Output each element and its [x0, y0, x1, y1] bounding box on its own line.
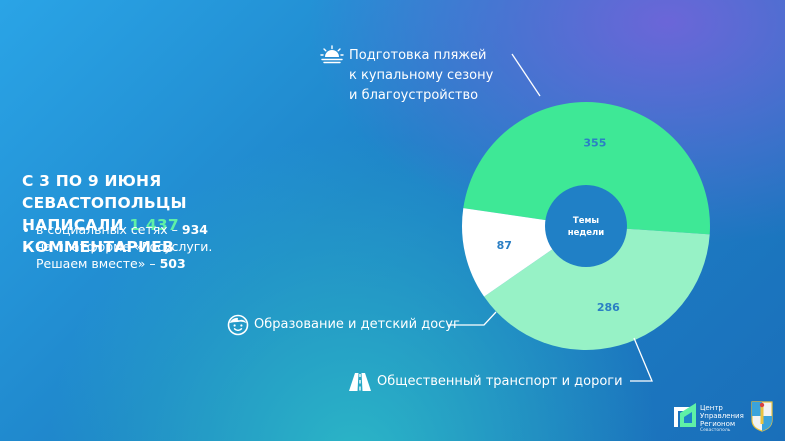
- chart-center-hole: [545, 185, 627, 267]
- source-breakdown-list: в социальных сетях – 934 на платформе «Г…: [22, 221, 292, 272]
- category-label-beaches: Подготовка пляжей к купальному сезону и …: [349, 46, 493, 106]
- chart-leader-lines: [448, 53, 653, 382]
- category-label-transport: Общественный транспорт и дороги: [377, 374, 623, 389]
- leader-line-education: [448, 311, 497, 326]
- list-item-social-value: 934: [181, 222, 208, 237]
- leader-line-beaches: [511, 53, 541, 97]
- category-label-beaches-line-3: и благоустройство: [349, 88, 479, 103]
- list-item-gosuslugi-line-1: на платформе «Госуслуги.: [36, 239, 213, 254]
- list-item-gosuslugi-line-2: Решаем вместе» –: [36, 256, 160, 271]
- child-face-icon: [227, 314, 249, 336]
- headline-line-2: НАПИСАЛИ 1 437 КОММЕНТАРИЕВ: [22, 214, 322, 258]
- leader-line-transport: [630, 337, 653, 382]
- headline-line-2-prefix: НАПИСАЛИ: [22, 216, 130, 234]
- category-label-beaches-line-2: к купальному сезону: [349, 68, 494, 83]
- center-label-line-2: недели: [568, 228, 604, 238]
- headline-line-2-suffix: КОММЕНТАРИЕВ: [22, 238, 174, 256]
- logo-line-1: Центр: [700, 404, 723, 412]
- logo-line-4: Севастополь: [700, 428, 731, 433]
- logo-line-2: Управления: [700, 412, 744, 420]
- value-label-transport: 286: [597, 301, 620, 314]
- chart-value-labels: 355 286 87: [497, 136, 621, 313]
- slice-beaches: [463, 102, 710, 235]
- slice-transport: [484, 226, 710, 350]
- value-label-beaches: 355: [583, 136, 606, 149]
- sevastopol-coat-of-arms-icon: [751, 401, 773, 432]
- sun-over-water-icon: [320, 45, 344, 64]
- logo-line-3: Регионом: [700, 420, 736, 428]
- headline: С 3 ПО 9 ИЮНЯ СЕВАСТОПОЛЬЦЫ НАПИСАЛИ 1 4…: [22, 170, 322, 258]
- category-label-beaches-line-1: Подготовка пляжей: [349, 48, 487, 63]
- road-icon: [349, 373, 371, 391]
- list-item-social: в социальных сетях – 934: [22, 221, 292, 238]
- category-label-education: Образование и детский досуг: [254, 317, 460, 332]
- list-item-gosuslugi-value: 503: [159, 256, 186, 271]
- center-region-logo-icon: [674, 403, 696, 427]
- list-item-social-text: в социальных сетях –: [36, 222, 182, 237]
- list-item-gosuslugi: на платформе «Госуслуги. Решаем вместе» –…: [22, 238, 292, 272]
- headline-line-1: С 3 ПО 9 ИЮНЯ СЕВАСТОПОЛЬЦЫ: [22, 172, 187, 212]
- headline-total-count: 1 437: [129, 216, 179, 234]
- center-region-logo-text: Центр Управления Регионом Севастополь: [700, 404, 744, 434]
- value-label-education: 87: [497, 239, 512, 252]
- center-label-line-1: Темы: [573, 216, 599, 226]
